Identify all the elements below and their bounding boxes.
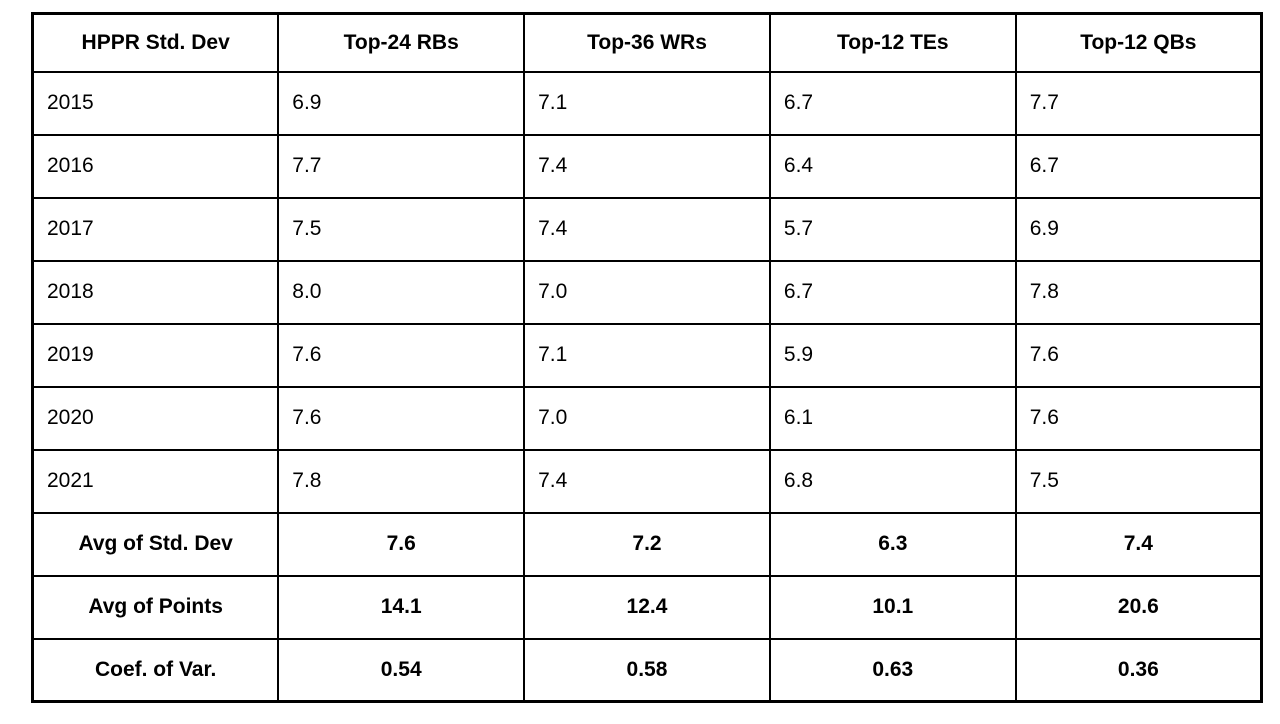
- cell-value: 7.0: [523, 259, 771, 325]
- summary-row: Avg of Std. Dev 7.6 7.2 6.3 7.4: [31, 511, 1263, 577]
- cell-value: 7.5: [277, 196, 526, 262]
- row-label: Avg of Std. Dev: [31, 511, 280, 577]
- cell-value: 7.7: [1014, 70, 1263, 136]
- cell-value: 6.9: [277, 70, 526, 136]
- row-label: 2017: [31, 196, 280, 262]
- table-row: 2018 8.0 7.0 6.7 7.8: [31, 259, 1263, 325]
- row-label: Coef. of Var.: [31, 637, 280, 703]
- cell-value: 0.63: [768, 637, 1017, 703]
- cell-value: 7.1: [523, 322, 771, 388]
- column-header-2: Top-36 WRs: [523, 12, 771, 73]
- cell-value: 7.6: [277, 511, 526, 577]
- cell-value: 7.6: [1014, 385, 1263, 451]
- cell-value: 7.2: [523, 511, 771, 577]
- cell-value: 7.6: [277, 385, 526, 451]
- cell-value: 6.7: [768, 70, 1017, 136]
- cell-value: 8.0: [277, 259, 526, 325]
- cell-value: 5.7: [768, 196, 1017, 262]
- table-row: 2021 7.8 7.4 6.8 7.5: [31, 448, 1263, 514]
- row-label: 2021: [31, 448, 280, 514]
- column-header-0: HPPR Std. Dev: [31, 12, 280, 73]
- cell-value: 7.5: [1014, 448, 1263, 514]
- cell-value: 0.54: [277, 637, 526, 703]
- summary-row: Coef. of Var. 0.54 0.58 0.63 0.36: [31, 637, 1263, 703]
- cell-value: 7.0: [523, 385, 771, 451]
- cell-value: 6.8: [768, 448, 1017, 514]
- column-header-1: Top-24 RBs: [277, 12, 526, 73]
- cell-value: 7.4: [1014, 511, 1263, 577]
- cell-value: 7.7: [277, 133, 526, 199]
- table-row: 2019 7.6 7.1 5.9 7.6: [31, 322, 1263, 388]
- table-row: 2020 7.6 7.0 6.1 7.6: [31, 385, 1263, 451]
- cell-value: 0.58: [523, 637, 771, 703]
- table-header: HPPR Std. Dev Top-24 RBs Top-36 WRs Top-12 …: [31, 12, 1263, 73]
- row-label: 2016: [31, 133, 280, 199]
- cell-value: 7.8: [1014, 259, 1263, 325]
- cell-value: 7.1: [523, 70, 771, 136]
- column-header-3: Top-12 TEs: [768, 12, 1017, 73]
- table-body: 2015 6.9 7.1 6.7 7.7 2016 7.7 7.4 6.4 6.7 2017 7.5 7…: [31, 70, 1263, 703]
- cell-value: 0.36: [1014, 637, 1263, 703]
- cell-value: 6.3: [768, 511, 1017, 577]
- row-label: 2019: [31, 322, 280, 388]
- hppr-std-dev-table: HPPR Std. Dev Top-24 RBs Top-36 WRs Top-12 …: [31, 12, 1263, 703]
- table-row: 2016 7.7 7.4 6.4 6.7: [31, 133, 1263, 199]
- cell-value: 10.1: [768, 574, 1017, 640]
- cell-value: 6.7: [1014, 133, 1263, 199]
- cell-value: 6.4: [768, 133, 1017, 199]
- cell-value: 5.9: [768, 322, 1017, 388]
- cell-value: 14.1: [277, 574, 526, 640]
- cell-value: 7.8: [277, 448, 526, 514]
- cell-value: 7.4: [523, 133, 771, 199]
- column-header-4: Top-12 QBs: [1014, 12, 1263, 73]
- cell-value: 7.4: [523, 448, 771, 514]
- cell-value: 20.6: [1014, 574, 1263, 640]
- row-label: Avg of Points: [31, 574, 280, 640]
- table-row: 2017 7.5 7.4 5.7 6.9: [31, 196, 1263, 262]
- header-row: HPPR Std. Dev Top-24 RBs Top-36 WRs Top-12 …: [31, 12, 1263, 73]
- cell-value: 7.4: [523, 196, 771, 262]
- row-label: 2020: [31, 385, 280, 451]
- table-row: 2015 6.9 7.1 6.7 7.7: [31, 70, 1263, 136]
- cell-value: 6.1: [768, 385, 1017, 451]
- row-label: 2015: [31, 70, 280, 136]
- cell-value: 7.6: [1014, 322, 1263, 388]
- cell-value: 7.6: [277, 322, 526, 388]
- cell-value: 6.7: [768, 259, 1017, 325]
- row-label: 2018: [31, 259, 280, 325]
- cell-value: 6.9: [1014, 196, 1263, 262]
- cell-value: 12.4: [523, 574, 771, 640]
- summary-row: Avg of Points 14.1 12.4 10.1 20.6: [31, 574, 1263, 640]
